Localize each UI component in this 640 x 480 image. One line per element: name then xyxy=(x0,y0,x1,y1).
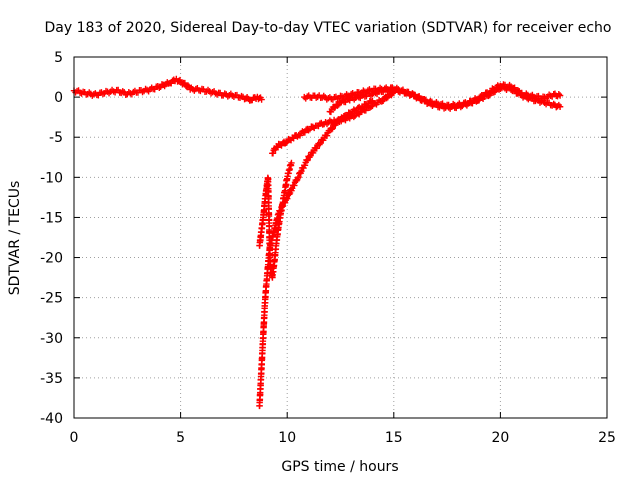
x-axis-label: GPS time / hours xyxy=(281,459,398,475)
data-point xyxy=(362,107,370,114)
y-tick-label: -5 xyxy=(49,130,63,146)
plot-frame xyxy=(73,56,608,419)
data-point xyxy=(276,141,284,148)
x-tick-label: 5 xyxy=(176,430,185,446)
data-point xyxy=(291,182,298,189)
data-point xyxy=(383,94,390,102)
grid-layer xyxy=(74,57,607,418)
y-tick-label: 0 xyxy=(54,90,63,106)
data-point xyxy=(490,89,497,96)
data-point xyxy=(555,91,563,98)
y-tick-label: -25 xyxy=(40,291,63,307)
x-tick-label: 25 xyxy=(598,430,616,446)
data-point xyxy=(277,207,285,214)
y-axis-label: SDTVAR / TECUs xyxy=(7,181,23,296)
data-point xyxy=(269,150,277,157)
data-point xyxy=(389,90,396,97)
y-tick-label: -35 xyxy=(40,371,63,387)
data-point xyxy=(485,92,492,100)
series-segment-5 xyxy=(269,89,397,157)
data-point xyxy=(390,89,397,96)
data-point xyxy=(367,103,375,110)
data-point xyxy=(510,86,517,93)
data-point xyxy=(334,102,341,109)
data-point xyxy=(550,100,557,108)
y-tick-label: -15 xyxy=(40,210,63,226)
data-point xyxy=(556,92,564,99)
data-point xyxy=(323,132,331,139)
data-point xyxy=(309,123,316,131)
y-tick-label: -20 xyxy=(40,251,63,267)
x-tick-label: 0 xyxy=(70,430,79,446)
data-point xyxy=(284,195,291,202)
data-point xyxy=(556,103,564,110)
data-point xyxy=(295,173,302,181)
data-point xyxy=(288,159,295,167)
data-point xyxy=(350,113,358,121)
tick-layer: 0 5 10 15 20 25 5 0 -5 -10 -15 -20 -25 -30 -35 -40 xyxy=(40,50,616,446)
series-segment-0 xyxy=(70,75,265,104)
y-tick-label: -30 xyxy=(40,331,63,347)
data-point xyxy=(294,174,302,182)
data-point xyxy=(378,98,386,105)
data-point xyxy=(301,162,309,169)
data-points xyxy=(70,75,564,410)
x-tick-label: 10 xyxy=(278,430,296,446)
data-point xyxy=(328,126,335,133)
data-point xyxy=(287,186,294,193)
chart-title: Day 183 of 2020, Sidereal Day-to-day VTE… xyxy=(45,20,612,36)
x-tick-label: 15 xyxy=(385,430,403,446)
data-point xyxy=(303,157,311,164)
data-point xyxy=(279,202,287,210)
series-segment-4 xyxy=(256,97,376,410)
data-point xyxy=(316,141,323,148)
data-point xyxy=(343,96,351,103)
y-tick-label: -10 xyxy=(40,170,63,186)
data-point xyxy=(286,191,293,198)
y-tick-label: -40 xyxy=(40,411,63,427)
data-point xyxy=(156,84,163,92)
series-segment-2 xyxy=(326,83,564,116)
data-point xyxy=(296,169,304,176)
x-tick-label: 20 xyxy=(491,430,509,446)
data-point xyxy=(340,115,348,123)
data-point xyxy=(305,127,312,134)
data-point xyxy=(313,145,320,152)
data-point xyxy=(258,96,265,103)
y-tick-label: 5 xyxy=(54,50,63,66)
data-point xyxy=(282,139,290,146)
